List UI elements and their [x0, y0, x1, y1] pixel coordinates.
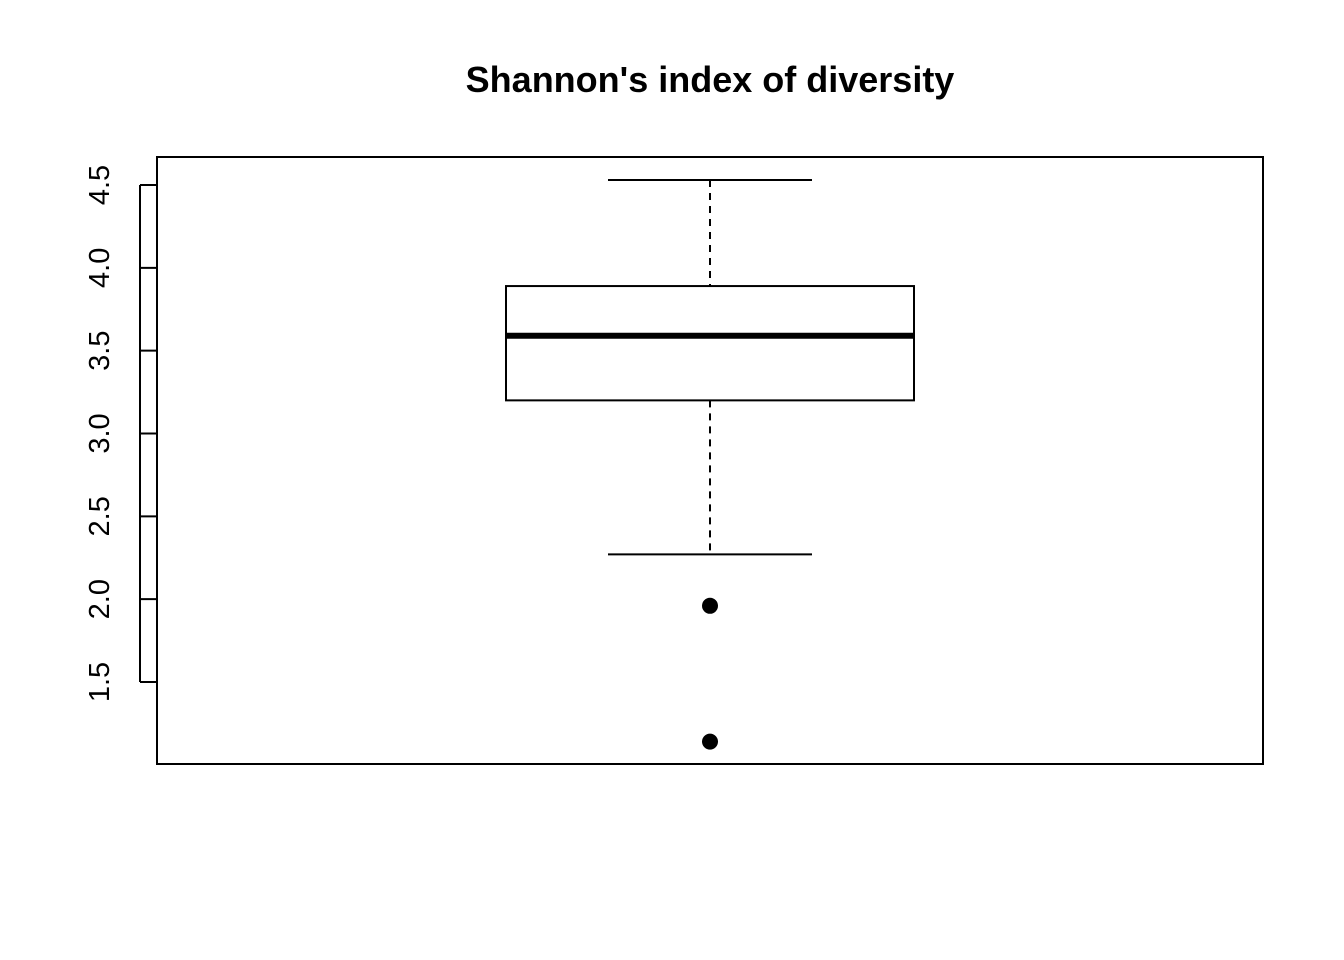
- y-tick-label: 3.5: [84, 331, 116, 371]
- y-tick-label: 4.5: [84, 165, 116, 205]
- y-tick-label: 3.0: [84, 413, 116, 453]
- y-tick-label: 2.5: [84, 496, 116, 536]
- y-axis: 1.5 2.0 2.5 3.0 3.5 4.0 4.5: [84, 165, 157, 702]
- y-tick-label: 2.0: [84, 579, 116, 619]
- iqr-box: [505, 285, 915, 402]
- outlier-point: [702, 733, 718, 750]
- plot-frame: [156, 156, 1264, 765]
- y-tick-label: 1.5: [84, 662, 116, 702]
- chart-title: Shannon's index of diversity: [466, 59, 955, 100]
- outlier-point: [702, 597, 718, 614]
- y-tick-label: 4.0: [84, 248, 116, 288]
- box-group: [505, 179, 915, 750]
